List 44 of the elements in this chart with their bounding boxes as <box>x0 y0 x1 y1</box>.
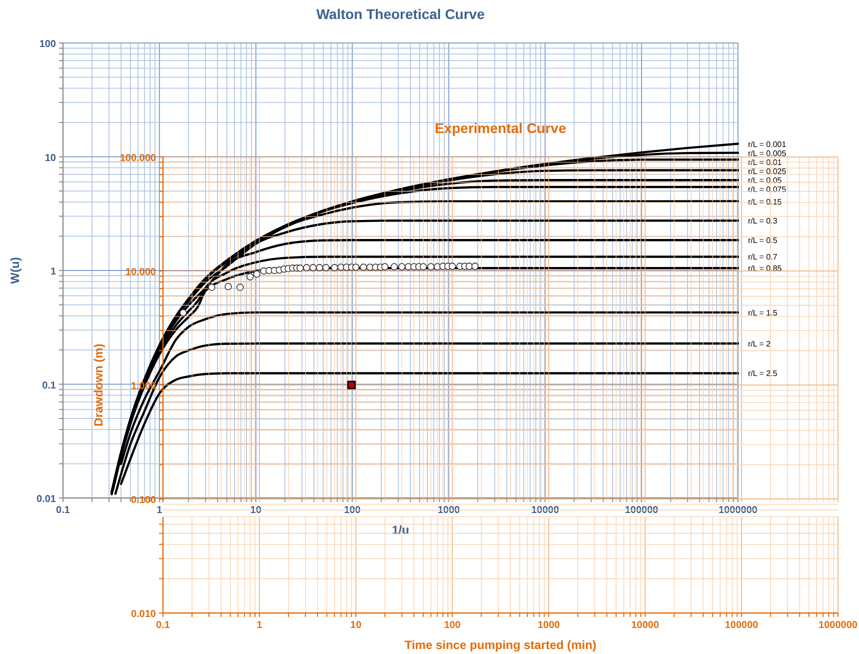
x-tick-label: 0.1 <box>56 505 70 516</box>
x-axis-title: Time since pumping started (min) <box>404 638 596 652</box>
series-label: r/L = 1.5 <box>748 308 778 318</box>
x-tick-label: 10 <box>350 620 362 631</box>
y-tick-label: 100 <box>39 39 56 50</box>
y-tick-label: 1 <box>50 266 56 278</box>
x-tick-label: 10000 <box>531 505 560 516</box>
x-tick-label: 10 <box>250 505 262 516</box>
y-tick-label: 0.1 <box>42 380 56 392</box>
x-tick-label: 100 <box>444 620 462 631</box>
x-tick-label: 100 <box>344 505 362 516</box>
series-label: r/L = 0.025 <box>748 166 787 176</box>
chart-title: Experimental Curve <box>434 120 566 136</box>
x-tick-label: 100000 <box>724 620 759 631</box>
y-tick-label: 0.010 <box>130 609 156 620</box>
series-label: r/L = 2 <box>748 340 772 349</box>
y-axis-title: W(u) <box>8 257 22 284</box>
series-label: r/L = 0.01 <box>748 158 782 167</box>
x-tick-label: 100000 <box>624 505 659 516</box>
x-tick-label: 1000 <box>538 620 560 631</box>
series-label: r/L = 0.005 <box>748 148 787 158</box>
series-label: r/L = 0.85 <box>748 264 782 274</box>
series-label: r/L = 0.05 <box>748 176 782 186</box>
chart-title: Walton Theoretical Curve <box>316 6 485 22</box>
y-tick-label: 100.000 <box>120 153 156 164</box>
series-label: r/L = 0.7 <box>748 252 778 262</box>
series-label: r/L = 0.075 <box>748 185 787 194</box>
series-label: r/L = 0.3 <box>748 216 778 226</box>
x-axis-title: 1/u <box>392 523 410 537</box>
x-tick-label: 1000000 <box>718 505 758 516</box>
x-tick-label: 1 <box>256 620 263 631</box>
y-tick-label: 10.000 <box>125 267 156 278</box>
x-tick-label: 1000 <box>438 505 460 516</box>
x-tick-label: 10000 <box>631 620 660 631</box>
y-tick-label: 10 <box>44 152 56 164</box>
x-tick-label: 0.1 <box>156 620 170 631</box>
y-tick-label: 0.100 <box>130 495 156 506</box>
x-tick-label: 1000000 <box>818 620 858 631</box>
y-tick-label: 0.01 <box>36 494 56 505</box>
series-label: r/L = 2.5 <box>748 369 778 378</box>
series-label: r/L = 0.5 <box>748 236 778 246</box>
y-axis-title: Drawdown (m) <box>92 344 106 426</box>
series-label: r/L = 0.001 <box>748 140 787 149</box>
series-label: r/L = 0.15 <box>748 197 782 206</box>
